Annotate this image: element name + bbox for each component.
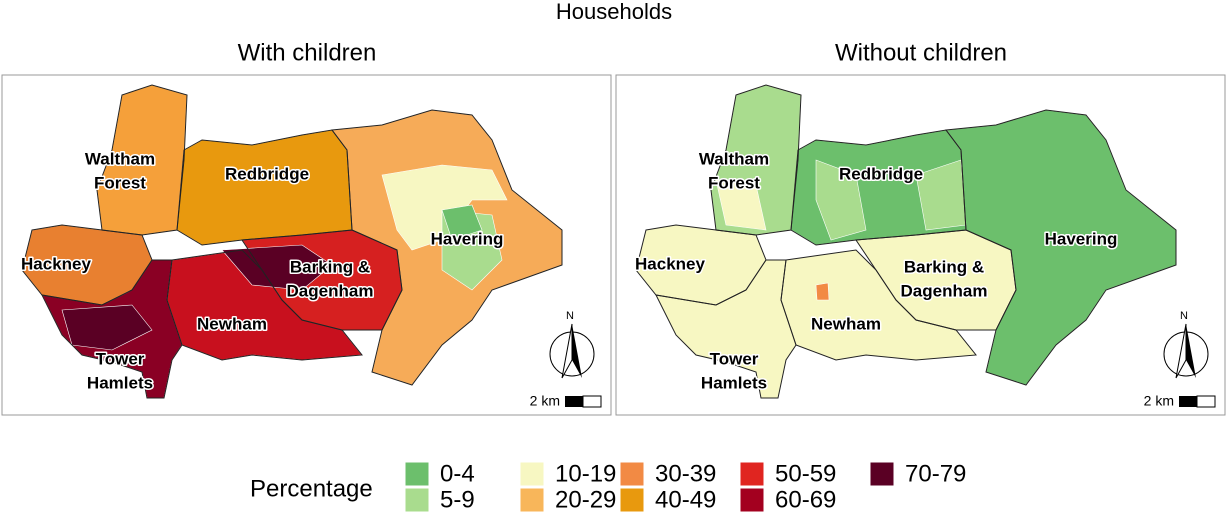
borough-label: Tower xyxy=(96,349,145,368)
borough-border xyxy=(655,259,797,399)
area-patch xyxy=(221,244,333,291)
borough-label: Hackney xyxy=(21,254,91,273)
legend-swatch xyxy=(519,461,545,487)
borough-label: Redbridge xyxy=(839,164,923,183)
north-arrow xyxy=(561,323,573,379)
legend-swatch xyxy=(619,461,645,487)
legend-label: 10-19 xyxy=(555,460,616,487)
borough-label: Forest xyxy=(708,173,760,192)
borough-label: Forest xyxy=(94,173,146,192)
borough-label: Barking & xyxy=(904,257,984,276)
scale-bar xyxy=(582,395,602,408)
borough-label: Redbridge xyxy=(225,164,309,183)
borough-border xyxy=(41,259,183,399)
legend-swatch xyxy=(739,461,765,487)
legend-label: 40-49 xyxy=(655,486,716,513)
scale-bar xyxy=(565,396,583,407)
panel-title: With children xyxy=(238,39,377,66)
legend-label: 5-9 xyxy=(440,486,475,513)
borough-label: Havering xyxy=(1045,229,1118,248)
legend-label: 70-79 xyxy=(905,460,966,487)
north-label: N xyxy=(566,310,574,322)
legend-swatch xyxy=(739,487,765,513)
scale-label: 2 km xyxy=(530,393,560,409)
legend-swatch xyxy=(404,487,430,513)
legend-label: 50-59 xyxy=(775,460,836,487)
borough-label: Hackney xyxy=(635,254,705,273)
area-patch xyxy=(61,304,153,351)
legend-swatch xyxy=(519,487,545,513)
panel-title: Without children xyxy=(835,39,1007,66)
legend-label: 30-39 xyxy=(655,460,716,487)
borough-border xyxy=(710,84,802,236)
scale-bar xyxy=(1179,396,1197,407)
north-arrow xyxy=(1175,323,1187,379)
borough-label: Dagenham xyxy=(287,281,374,300)
legend-title: Percentage xyxy=(250,475,373,502)
legend-label: 20-29 xyxy=(555,486,616,513)
area-patch xyxy=(815,282,830,301)
borough-label: Waltham xyxy=(85,149,155,168)
legend-swatch xyxy=(619,487,645,513)
legend-swatch xyxy=(404,461,430,487)
map-panel: Waltham Forest Redbridge Havering Hackney Bar… xyxy=(615,74,1226,416)
borough-label: Dagenham xyxy=(901,281,988,300)
borough-label: Havering xyxy=(431,229,504,248)
figure-title: Households xyxy=(556,0,672,24)
legend-label: 0-4 xyxy=(440,460,475,487)
scale-bar xyxy=(1196,395,1216,408)
north-arrow xyxy=(572,324,582,378)
area-patch xyxy=(815,159,867,241)
borough-label: Tower xyxy=(710,349,759,368)
borough xyxy=(176,129,353,246)
legend-swatch xyxy=(869,461,895,487)
borough-label: Hamlets xyxy=(701,373,767,392)
borough-label: Newham xyxy=(197,314,267,333)
borough-label: Hamlets xyxy=(87,373,153,392)
area-patch xyxy=(715,179,767,231)
borough-border xyxy=(96,84,188,236)
borough-label: Waltham xyxy=(699,149,769,168)
borough-label: Newham xyxy=(811,314,881,333)
area-patch xyxy=(381,164,508,251)
legend-label: 60-69 xyxy=(775,486,836,513)
north-label: N xyxy=(1180,310,1188,322)
borough-label: Barking & xyxy=(290,257,370,276)
north-arrow xyxy=(1186,324,1196,378)
area-patch xyxy=(441,204,483,241)
scale-label: 2 km xyxy=(1144,393,1174,409)
map-panel: Waltham Forest Redbridge Havering Hackney Bar… xyxy=(1,74,612,416)
